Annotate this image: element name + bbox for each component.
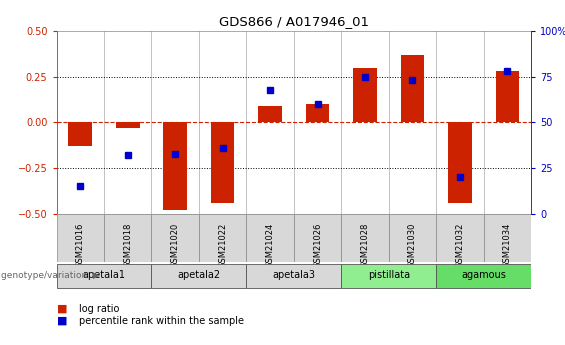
Bar	[246, 214, 294, 262]
Text: GSM21018: GSM21018	[123, 223, 132, 268]
Bar	[401, 55, 424, 122]
Text: GSM21024: GSM21024	[266, 223, 275, 268]
Bar	[199, 214, 246, 262]
Bar	[294, 214, 341, 262]
Bar	[258, 106, 282, 122]
Bar	[496, 71, 519, 122]
Bar	[436, 214, 484, 262]
Text: genotype/variation  ▶: genotype/variation ▶	[1, 272, 99, 280]
Text: apetala1: apetala1	[82, 270, 125, 280]
Text: GSM21030: GSM21030	[408, 223, 417, 268]
Bar	[246, 264, 341, 288]
Text: ■: ■	[56, 316, 67, 326]
Text: log ratio: log ratio	[79, 304, 119, 314]
Text: ■: ■	[56, 304, 67, 314]
Text: GSM21022: GSM21022	[218, 223, 227, 268]
Bar	[436, 264, 531, 288]
Bar	[211, 122, 234, 203]
Text: GSM21016: GSM21016	[76, 223, 85, 268]
Text: percentile rank within the sample: percentile rank within the sample	[79, 316, 244, 326]
Bar	[341, 214, 389, 262]
Text: pistillata: pistillata	[368, 270, 410, 280]
Bar	[68, 122, 92, 146]
Bar	[163, 122, 187, 210]
Text: GSM21028: GSM21028	[360, 223, 370, 268]
Bar	[341, 264, 436, 288]
Bar	[151, 214, 199, 262]
Bar	[484, 214, 531, 262]
Bar	[56, 264, 151, 288]
Text: apetala3: apetala3	[272, 270, 315, 280]
Text: GSM21032: GSM21032	[455, 223, 464, 268]
Bar	[389, 214, 436, 262]
Bar	[306, 104, 329, 122]
Text: apetala2: apetala2	[177, 270, 220, 280]
Bar	[116, 122, 140, 128]
Text: GSM21034: GSM21034	[503, 223, 512, 268]
Text: agamous: agamous	[461, 270, 506, 280]
Text: GSM21026: GSM21026	[313, 223, 322, 268]
Bar	[56, 214, 104, 262]
Bar	[151, 264, 246, 288]
Bar	[104, 214, 151, 262]
Text: GSM21020: GSM21020	[171, 223, 180, 268]
Bar	[353, 68, 377, 122]
Bar	[448, 122, 472, 203]
Title: GDS866 / A017946_01: GDS866 / A017946_01	[219, 16, 369, 29]
